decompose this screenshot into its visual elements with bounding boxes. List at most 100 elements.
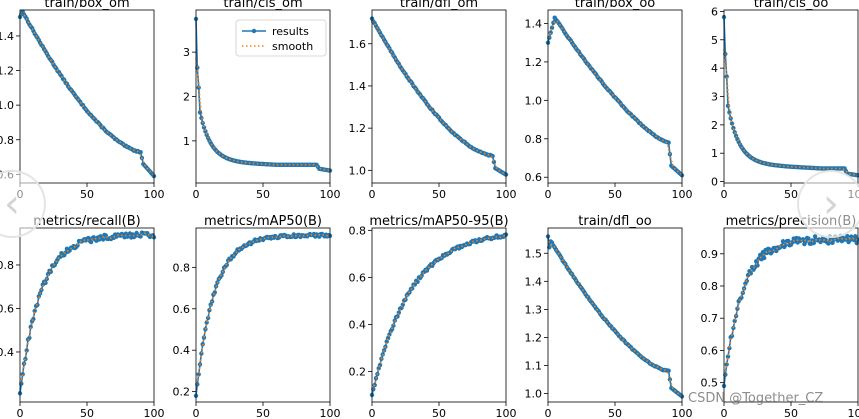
y-tick-label: 0.6 — [349, 271, 367, 284]
subplot-title: train/cls_oo — [754, 0, 829, 11]
y-tick-label: 0.6 — [0, 302, 14, 315]
y-tick-label: 0.7 — [701, 312, 719, 325]
y-tick-label: 2 — [711, 119, 718, 132]
x-tick-label: 100 — [320, 188, 341, 201]
results-point — [786, 238, 791, 244]
results-point — [780, 239, 786, 244]
results-point — [24, 348, 29, 353]
smooth-line — [371, 20, 507, 175]
results-point — [27, 335, 32, 341]
results-point — [28, 324, 33, 330]
subplot-2: train/cls_om 0 50 100 1 2 3 results smooth — [183, 0, 341, 201]
results-point — [666, 140, 671, 145]
y-tick-label: 0.6 — [701, 344, 719, 357]
subplot-title: train/box_om — [44, 0, 129, 11]
x-tick-label: 100 — [320, 407, 341, 419]
x-tick-label: 0 — [721, 407, 728, 419]
legend-results-marker — [251, 28, 257, 34]
y-tick-label: 0.8 — [349, 224, 367, 237]
axes-frame — [195, 227, 331, 403]
results-point — [731, 325, 736, 331]
results-point — [758, 252, 763, 258]
watermark-text: CSDN @Together_CZ — [688, 391, 824, 406]
y-tick-label: 4 — [711, 62, 718, 75]
smooth-line — [547, 20, 683, 175]
subplot-1: train/box_om0501000.60.81.01.21.4 — [0, 0, 165, 201]
chevron-left-icon: ‹ — [4, 181, 20, 227]
y-tick-label: 1.5 — [525, 247, 543, 260]
smooth-line — [547, 240, 683, 397]
y-tick-label: 1.2 — [525, 56, 543, 69]
y-tick-label: 1.4 — [349, 80, 367, 93]
axes-frame — [19, 227, 155, 403]
y-tick-label: 0.2 — [349, 365, 367, 378]
x-tick-label: 50 — [784, 188, 798, 201]
y-tick-label: 0.8 — [0, 134, 14, 147]
x-tick-label: 0 — [545, 407, 552, 419]
chevron-right-icon: › — [823, 181, 839, 227]
axes-frame — [723, 227, 859, 403]
results-point — [138, 150, 143, 155]
y-tick-label: 6 — [711, 5, 718, 18]
y-tick-label: 1.0 — [525, 94, 543, 107]
y-tick-label: 1.3 — [525, 303, 543, 316]
subplot-title: train/dfl_oo — [578, 214, 652, 229]
subplot-7: metrics/mAP50(B) 0 50 100 0.2 0.4 0.6 0.8 — [173, 214, 341, 419]
axes-frame — [371, 9, 507, 184]
results-point — [20, 372, 25, 377]
x-tick-label: 50 — [256, 407, 270, 419]
subplot-6: metrics/recall(B) 0 50 100 0.4 0.6 0.8 — [0, 214, 165, 419]
x-tick-label: 100 — [496, 188, 517, 201]
y-tick-label: 1.0 — [0, 99, 14, 112]
x-tick-label: 50 — [608, 188, 622, 201]
results-point — [100, 237, 106, 242]
x-tick-label: 50 — [80, 188, 94, 201]
y-tick-label: 2 — [183, 91, 190, 104]
results-point — [826, 241, 831, 246]
results-point — [201, 335, 207, 340]
y-tick-label: 1.4 — [0, 30, 14, 43]
results-point — [774, 248, 779, 254]
y-tick-label: 3 — [711, 91, 718, 104]
axes-frame — [723, 9, 859, 184]
axes-frame — [19, 9, 155, 184]
legend-box — [235, 19, 327, 57]
y-tick-label: 0.8 — [525, 133, 543, 146]
y-tick-label: 0.6 — [525, 171, 543, 184]
x-tick-label: 0 — [545, 188, 552, 201]
results-point — [32, 308, 37, 314]
x-tick-label: 0 — [193, 407, 200, 419]
legend-smooth-label: smooth — [272, 40, 313, 53]
next-image-button[interactable]: › — [797, 170, 859, 238]
results-point — [729, 333, 735, 339]
results-point — [88, 239, 94, 245]
x-tick-label: 50 — [608, 407, 622, 419]
x-tick-label: 0 — [17, 407, 24, 419]
y-tick-label: 0.5 — [701, 377, 719, 390]
smooth-line — [19, 232, 155, 384]
results-point — [384, 339, 389, 344]
axes-frame — [371, 227, 507, 403]
results-point — [845, 234, 850, 239]
y-tick-label: 0.9 — [701, 248, 719, 261]
results-point — [725, 103, 731, 109]
results-point — [43, 280, 48, 286]
x-tick-label: 50 — [256, 188, 270, 201]
results-line — [547, 236, 683, 398]
y-tick-label: 1 — [711, 147, 718, 160]
x-tick-label: 0 — [369, 188, 376, 201]
results-point — [806, 236, 811, 241]
results-point — [853, 234, 858, 239]
results-line — [195, 232, 331, 396]
y-tick-label: 0.8 — [0, 259, 14, 272]
x-tick-label: 0 — [193, 188, 200, 201]
y-tick-label: 0.6 — [173, 303, 191, 316]
results-point — [203, 129, 208, 134]
y-tick-label: 0.4 — [173, 344, 191, 357]
subplot-8: metrics/mAP50-95(B) 0 50 100 0.2 0.4 0.6 0.8 — [349, 214, 517, 419]
y-tick-label: 1.4 — [525, 17, 543, 30]
results-point — [724, 74, 729, 79]
x-tick-label: 100 — [144, 407, 165, 419]
y-tick-label: 1 — [183, 135, 190, 148]
